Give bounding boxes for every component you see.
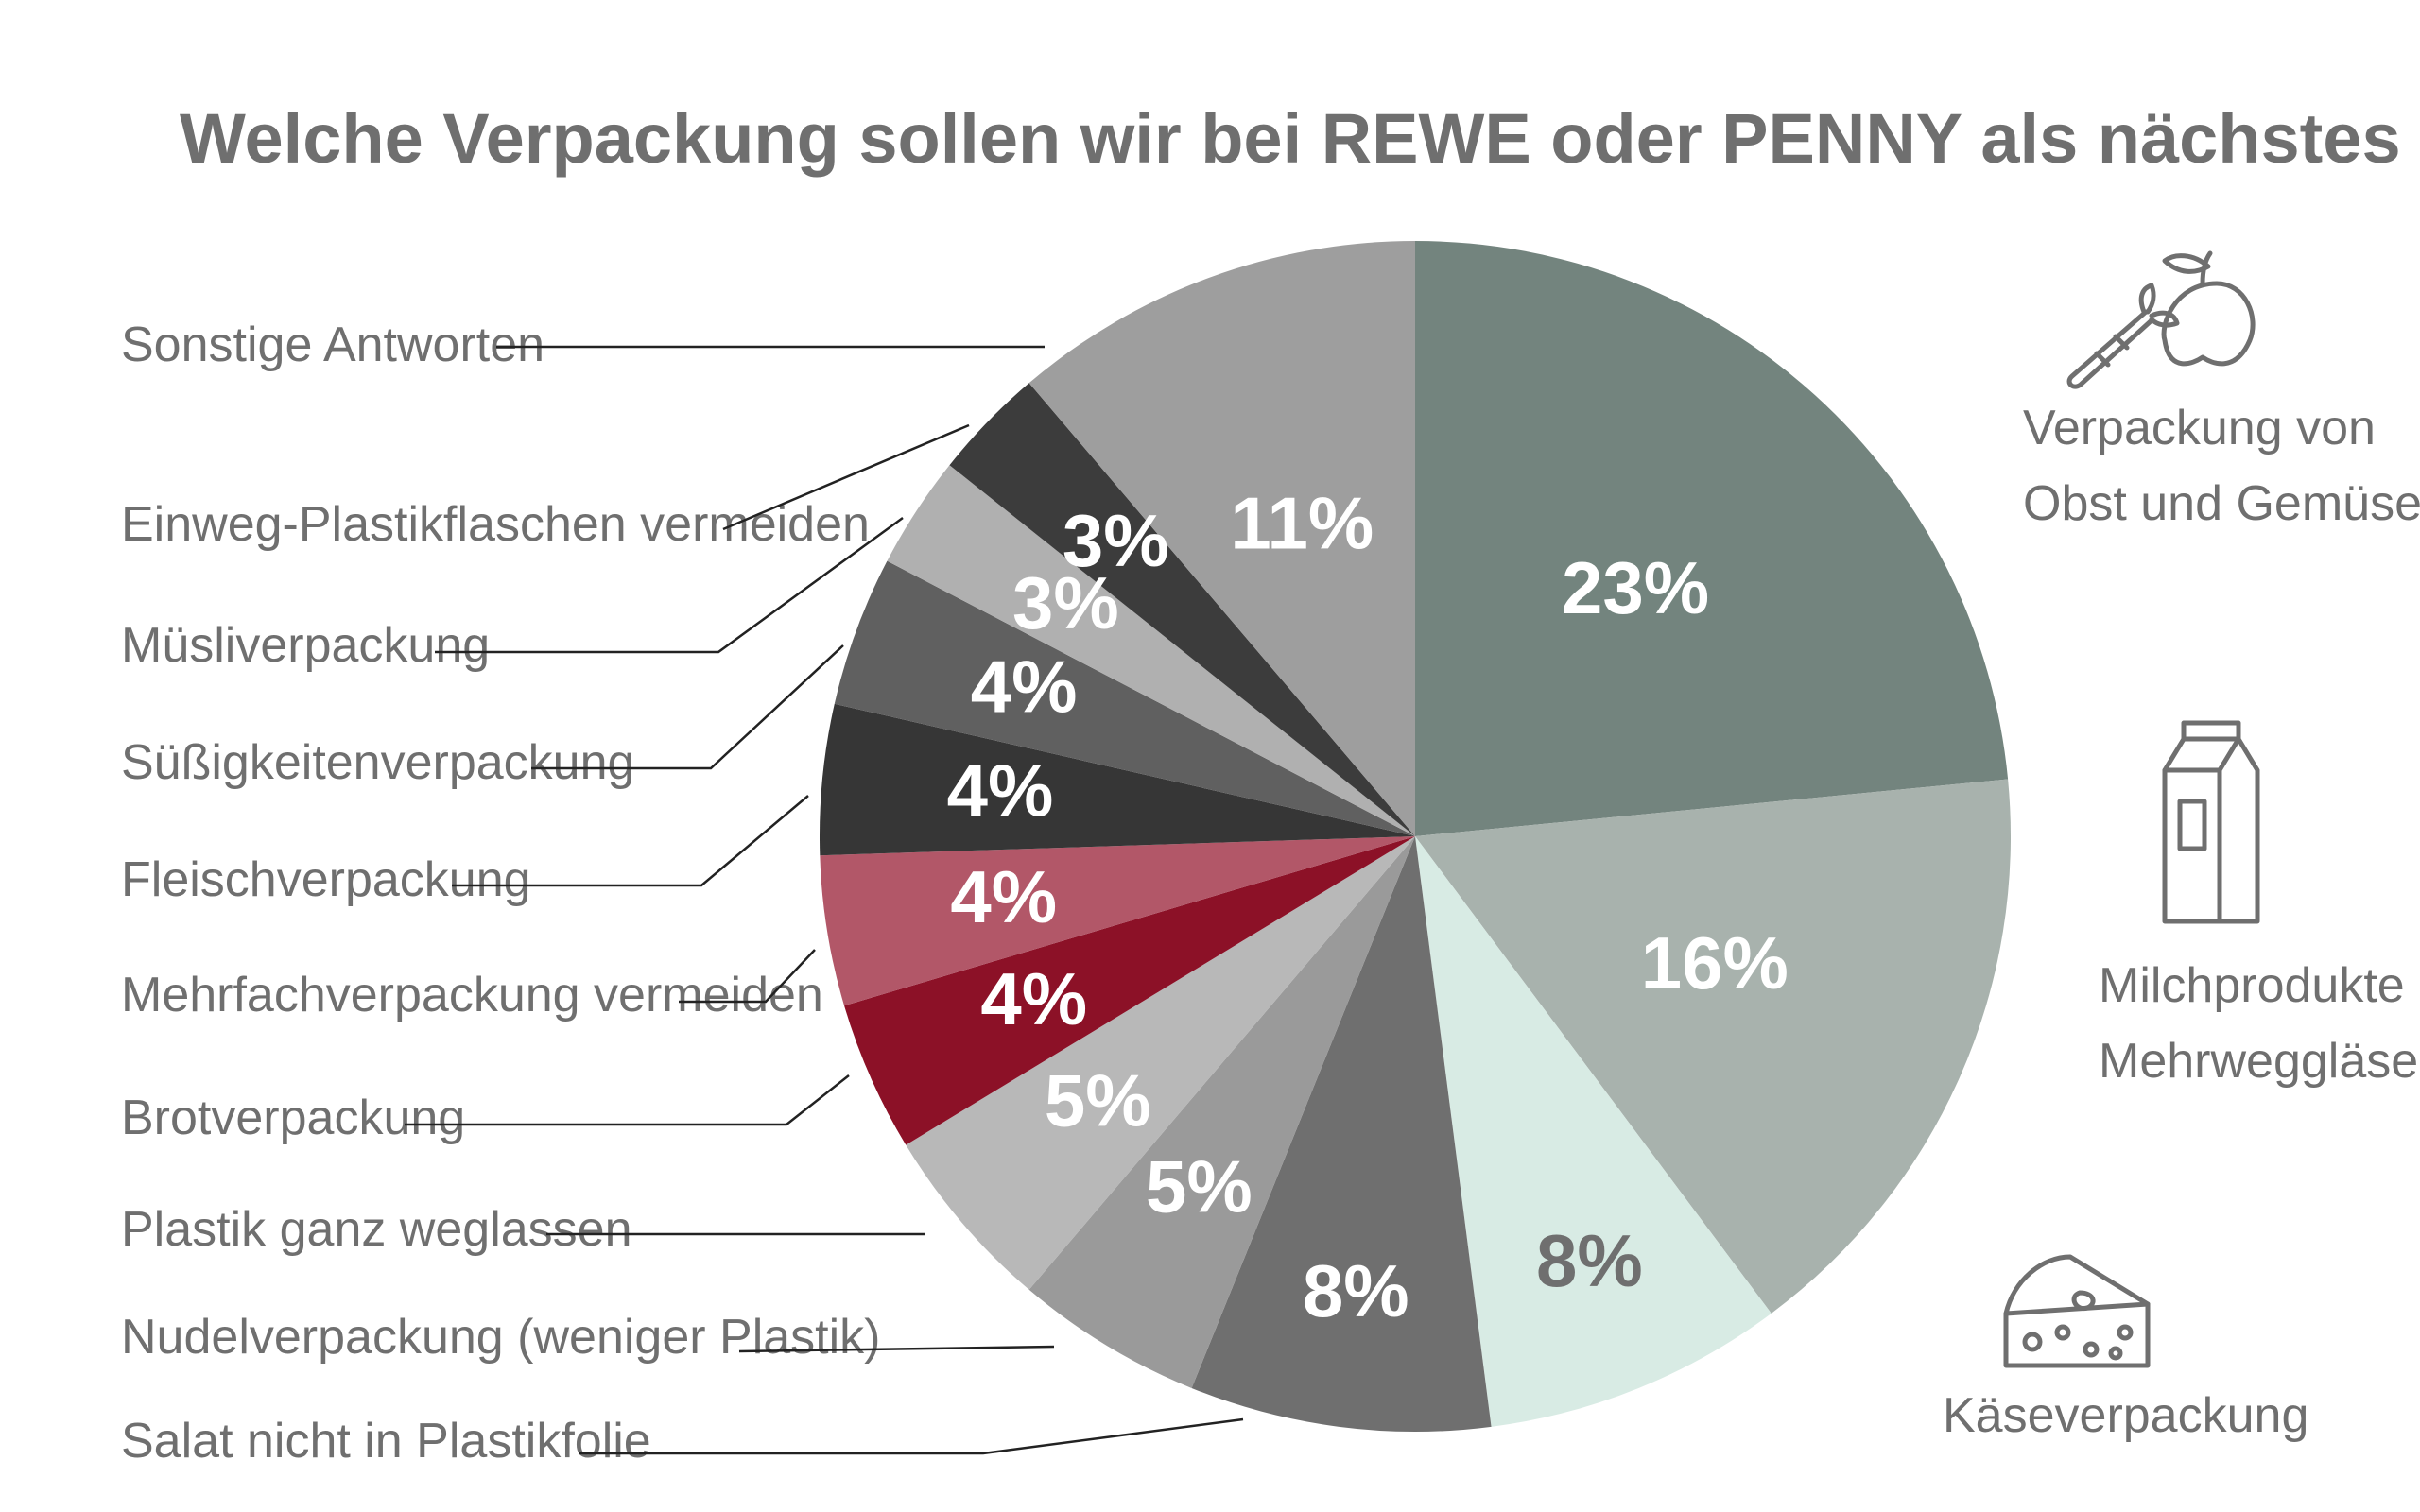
label-plastik: Plastik ganz weglassen xyxy=(121,1202,632,1257)
pie-slice xyxy=(1028,241,1415,836)
pie-slice xyxy=(949,383,1415,836)
pie-slice xyxy=(819,703,1415,856)
label-einweg: Einweg-Plastikflaschen vermeiden xyxy=(121,497,870,552)
slice-percent-label: 8% xyxy=(1303,1249,1409,1332)
pie-slice xyxy=(906,836,1415,1290)
right-labels: Verpackung von Obst und Gemüse Milchprod… xyxy=(1943,401,2420,1443)
pie-slice xyxy=(1028,836,1415,1388)
pie-slice xyxy=(1415,241,2009,836)
slice-percent-label: 3% xyxy=(1012,561,1119,644)
slice-percent-label: 11% xyxy=(1230,481,1374,564)
pie-slice xyxy=(1415,836,1772,1427)
pie-percent-labels: 23%16%8%8%5%5%4%4%4%4%3%3% 11% xyxy=(947,481,1789,1332)
pie-slice xyxy=(1191,836,1492,1433)
pie-slice xyxy=(834,560,1415,836)
left-labels: Sonstige Antworten Einweg-Plastikflasche… xyxy=(121,318,881,1469)
label-milch-line2: Mehrweggläsern xyxy=(2099,1034,2420,1089)
label-fleisch: Fleischverpackung xyxy=(121,852,531,907)
label-salat: Salat nicht in Plastikfolie xyxy=(121,1414,651,1469)
pie-slice xyxy=(887,465,1415,836)
label-obst-line2: Obst und Gemüse xyxy=(2023,476,2420,531)
pie-slice xyxy=(820,836,1415,1006)
slice-percent-label: 4% xyxy=(950,855,1057,938)
label-kaese: Käseverpackung xyxy=(1943,1388,2308,1443)
carrot-apple-icon xyxy=(2066,250,2256,389)
slice-percent-label: 16% xyxy=(1641,921,1789,1005)
milk-carton-icon xyxy=(2162,720,2260,924)
leader-fleisch xyxy=(452,795,809,887)
label-sonstige: Sonstige Antworten xyxy=(121,318,544,372)
slice-percent-label: 8% xyxy=(1536,1219,1643,1302)
leader-nudel xyxy=(738,1345,1055,1353)
leader-einweg xyxy=(722,423,970,531)
slice-percent-label: 5% xyxy=(1045,1059,1151,1143)
leader-muesli xyxy=(435,516,904,654)
slice-percent-label: 23% xyxy=(1562,546,1709,629)
pie-slices xyxy=(819,241,2012,1433)
label-suessigkeiten: Süßigkeitenverpackung xyxy=(121,735,634,790)
slice-percent-label: 5% xyxy=(1146,1145,1253,1228)
pie-slice xyxy=(1415,779,2012,1314)
leader-suessigkeiten xyxy=(531,644,844,770)
slice-percent-label: 3% xyxy=(1063,499,1169,582)
label-nudel: Nudelverpackung (weniger Plastik) xyxy=(121,1310,881,1365)
chart-title: Welche Verpackung sollen wir bei REWE od… xyxy=(180,99,2420,178)
cheese-icon xyxy=(2003,1254,2151,1368)
slice-percent-label: 4% xyxy=(947,748,1054,832)
label-muesli: Müsliverpackung xyxy=(121,618,490,673)
leader-mehrfach xyxy=(679,949,816,1004)
label-mehrfach: Mehrfachverpackung vermeiden xyxy=(121,968,823,1022)
leader-brot xyxy=(405,1074,850,1126)
slice-percent-label: 4% xyxy=(971,644,1078,728)
leader-lines xyxy=(405,345,1244,1455)
pie-slice xyxy=(844,836,1415,1145)
slice-percent-label: 4% xyxy=(980,957,1087,1040)
label-milch-line1: Milchprodukte in xyxy=(2099,958,2420,1013)
label-brot: Brotverpackung xyxy=(121,1091,465,1145)
leader-salat xyxy=(579,1418,1244,1455)
label-obst-line1: Verpackung von xyxy=(2023,401,2376,455)
